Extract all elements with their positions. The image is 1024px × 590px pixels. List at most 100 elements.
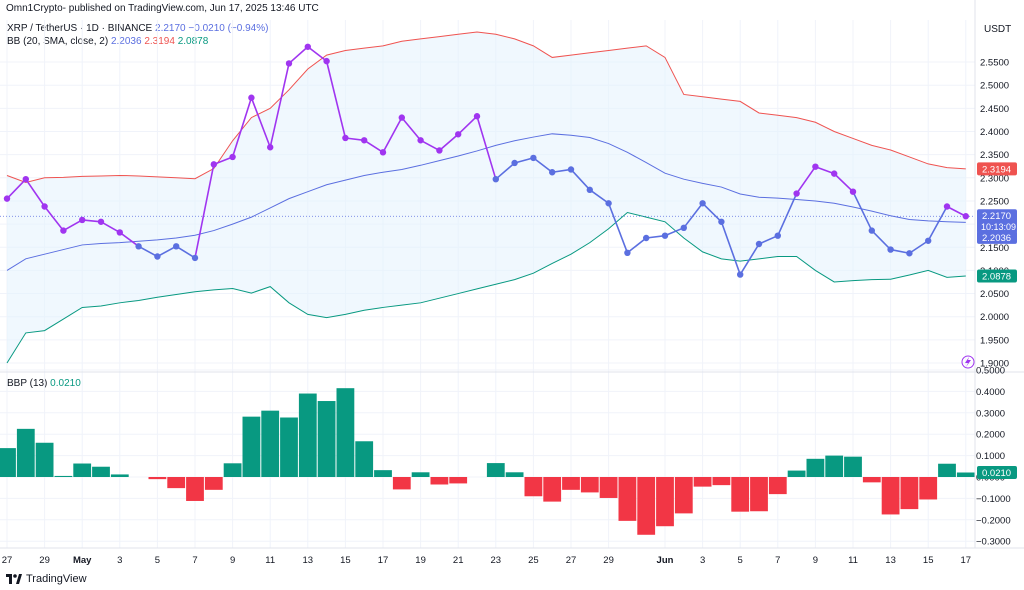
bbp-bar[interactable]	[656, 477, 674, 527]
bbp-bar[interactable]	[768, 477, 787, 495]
bbp-bar[interactable]	[825, 455, 844, 477]
bbp-bar[interactable]	[73, 463, 92, 477]
close-point[interactable]	[868, 227, 875, 234]
bbp-bar[interactable]	[430, 477, 449, 485]
close-point[interactable]	[624, 249, 631, 257]
bbp-bar[interactable]	[524, 477, 543, 497]
close-point[interactable]	[530, 154, 537, 162]
tradingview-brand[interactable]: TradingView	[6, 573, 87, 585]
close-point[interactable]	[229, 153, 236, 161]
bbp-bar[interactable]	[938, 463, 956, 477]
close-point[interactable]	[549, 169, 556, 176]
bbp-bar[interactable]	[900, 477, 919, 510]
bbp-bar[interactable]	[750, 477, 768, 512]
close-point[interactable]	[718, 218, 725, 225]
close-point[interactable]	[699, 200, 706, 207]
close-point[interactable]	[22, 175, 29, 183]
bbp-bar[interactable]	[392, 477, 411, 490]
close-point[interactable]	[511, 159, 518, 167]
bbp-bar[interactable]	[298, 393, 317, 477]
close-point[interactable]	[680, 224, 687, 232]
close-point[interactable]	[173, 243, 180, 250]
bbp-bar[interactable]	[110, 474, 129, 477]
close-point[interactable]	[248, 94, 255, 101]
close-point[interactable]	[605, 200, 612, 207]
bbp-bar[interactable]	[223, 463, 242, 477]
bbp-bar[interactable]	[336, 388, 355, 477]
close-point[interactable]	[361, 137, 368, 144]
close-point[interactable]	[267, 144, 274, 151]
bbp-bar[interactable]	[0, 448, 16, 477]
bbp-bar[interactable]	[486, 463, 505, 477]
bbp-bar[interactable]	[35, 442, 54, 477]
bbp-bar[interactable]	[919, 477, 938, 500]
close-point[interactable]	[943, 203, 951, 210]
bbp-bar[interactable]	[261, 410, 280, 477]
bbp-bar[interactable]	[712, 477, 731, 486]
close-point[interactable]	[116, 229, 124, 236]
bbp-bar[interactable]	[862, 477, 881, 483]
bbp-bar[interactable]	[543, 477, 562, 502]
close-point[interactable]	[379, 149, 387, 156]
close-point[interactable]	[793, 190, 800, 197]
close-point[interactable]	[342, 134, 349, 142]
bbp-bar[interactable]	[449, 477, 468, 484]
bbp-bar[interactable]	[54, 475, 73, 477]
close-point[interactable]	[887, 246, 894, 253]
close-point[interactable]	[285, 60, 293, 67]
close-point[interactable]	[304, 43, 311, 50]
close-point[interactable]	[436, 147, 443, 154]
close-point[interactable]	[643, 234, 650, 242]
bbp-bar[interactable]	[881, 477, 900, 515]
close-point[interactable]	[191, 254, 199, 262]
close-point[interactable]	[661, 232, 669, 239]
bbp-bar[interactable]	[355, 441, 374, 477]
bb-legend-row[interactable]: BB (20, SMA, close, 2) 2.2036 2.3194 2.0…	[7, 35, 268, 48]
symbol-legend-row[interactable]: XRP / TetherUS · 1D · BINANCE 2.2170 −0.…	[7, 22, 268, 35]
close-point[interactable]	[135, 243, 142, 250]
bbp-bar[interactable]	[505, 472, 524, 477]
close-point[interactable]	[455, 131, 462, 138]
bbp-bar[interactable]	[599, 477, 618, 498]
bbp-bar[interactable]	[787, 470, 806, 477]
close-point[interactable]	[849, 188, 857, 195]
close-point[interactable]	[417, 137, 424, 144]
bbp-legend-row[interactable]: BBP (13) 0.0210	[7, 378, 81, 389]
bbp-bar[interactable]	[186, 477, 204, 501]
close-point[interactable]	[831, 170, 838, 177]
bbp-bar[interactable]	[16, 428, 35, 477]
bbp-bar[interactable]	[562, 477, 580, 490]
close-point[interactable]	[79, 216, 86, 224]
bbp-bar[interactable]	[411, 472, 430, 477]
close-point[interactable]	[41, 203, 48, 210]
bbp-bar[interactable]	[280, 417, 298, 477]
close-point[interactable]	[473, 113, 481, 120]
bbp-bar[interactable]	[618, 477, 637, 521]
bbp-bar[interactable]	[693, 477, 712, 487]
bbp-bar[interactable]	[674, 477, 693, 514]
bbp-bar[interactable]	[204, 477, 223, 490]
close-point[interactable]	[3, 195, 11, 202]
bbp-bar[interactable]	[374, 470, 392, 477]
bbp-bar[interactable]	[92, 466, 110, 477]
close-point[interactable]	[737, 271, 744, 278]
close-point[interactable]	[755, 240, 763, 248]
bbp-bar[interactable]	[167, 477, 186, 489]
close-point[interactable]	[492, 175, 499, 183]
bbp-bar[interactable]	[731, 477, 750, 512]
close-point[interactable]	[906, 250, 913, 257]
close-point[interactable]	[210, 161, 217, 168]
bbp-bar[interactable]	[956, 472, 975, 477]
bbp-bar[interactable]	[242, 416, 261, 477]
bbp-bar[interactable]	[806, 458, 825, 477]
bbp-bar[interactable]	[148, 477, 167, 480]
close-point[interactable]	[962, 213, 969, 220]
close-point[interactable]	[567, 166, 575, 173]
close-point[interactable]	[60, 227, 67, 234]
close-point[interactable]	[97, 218, 105, 225]
bbp-bar[interactable]	[637, 477, 656, 535]
bbp-bar[interactable]	[844, 456, 862, 477]
close-point[interactable]	[774, 232, 781, 239]
close-point[interactable]	[323, 57, 330, 65]
